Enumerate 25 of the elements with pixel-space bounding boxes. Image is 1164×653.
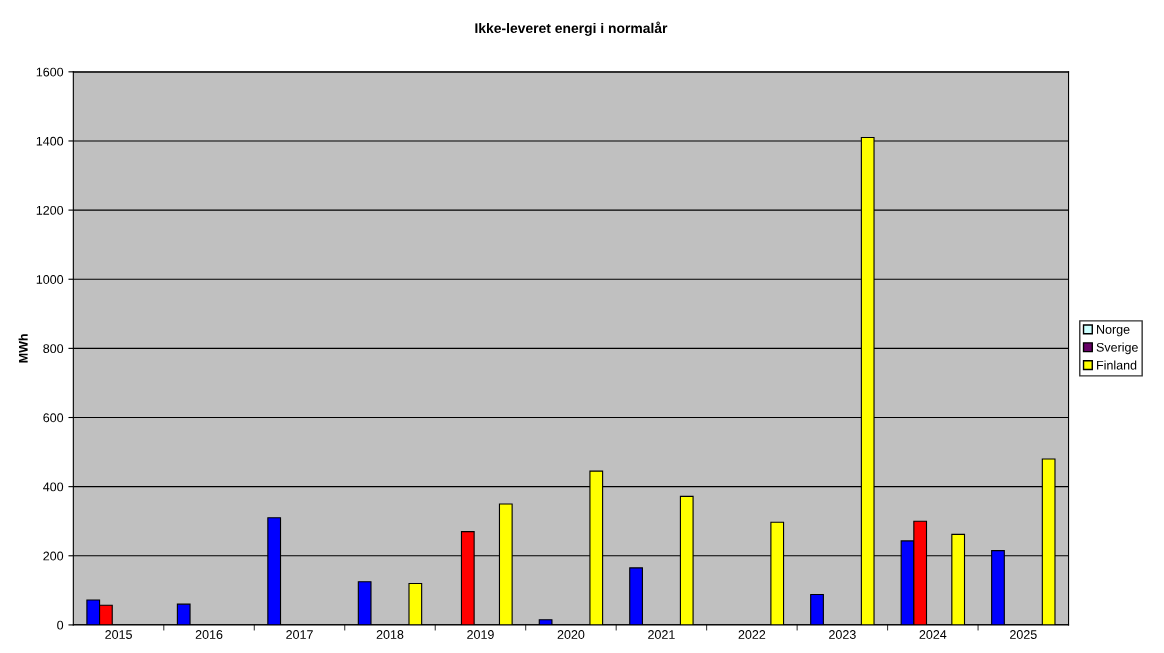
legend-label: Finland — [1097, 360, 1137, 370]
legend-label: Sverige — [1096, 342, 1138, 355]
x-tick-label: 2015 — [105, 630, 132, 639]
x-tick-label: 2022 — [738, 630, 766, 639]
y-tick-label: 800 — [43, 344, 64, 354]
legend-label: Norge — [1097, 325, 1130, 337]
y-axis-title: MWh — [18, 334, 28, 363]
y-tick-label: 400 — [43, 482, 64, 492]
x-tick-label: 2024 — [919, 630, 947, 639]
y-tick-label: 1000 — [36, 275, 64, 284]
y-tick-label: 1600 — [36, 67, 64, 77]
y-tick-label: 0 — [57, 620, 64, 630]
x-tick-label: 2018 — [376, 630, 404, 639]
y-tick-label: 1400 — [36, 136, 64, 146]
x-tick-label: 2025 — [1010, 630, 1037, 639]
x-tick-label: 2021 — [648, 630, 675, 639]
x-tick-label: 2023 — [829, 630, 856, 639]
y-tick-label: 200 — [43, 551, 64, 561]
chart-title: Ikke-leveret energi i normalår — [475, 21, 668, 36]
x-tick-label: 2017 — [286, 630, 313, 639]
x-tick-label: 2020 — [557, 630, 585, 639]
y-tick-label: 1200 — [36, 205, 64, 215]
x-tick-label: 2019 — [467, 630, 494, 639]
y-tick-label: 600 — [43, 413, 64, 423]
x-tick-label: 2016 — [195, 630, 223, 639]
